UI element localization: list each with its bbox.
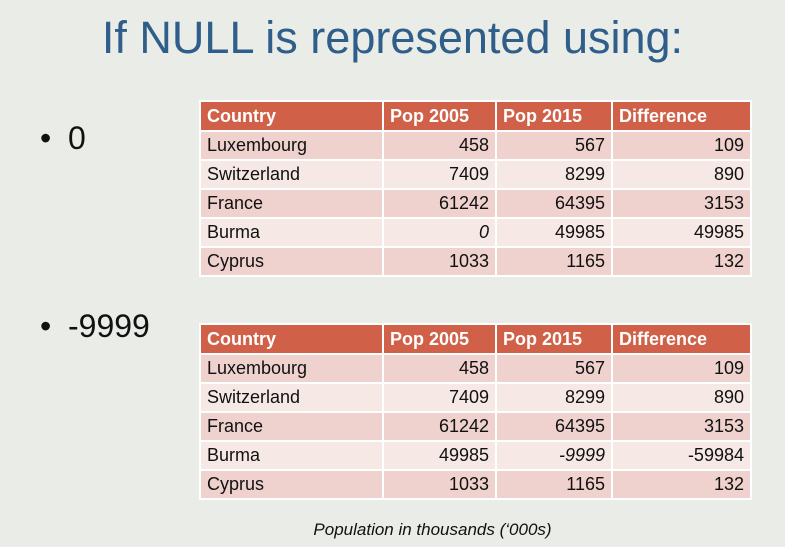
bullet-minus-9999: • -9999 [40,308,150,345]
header-country: Country [199,323,384,355]
cell-difference: 132 [611,246,752,277]
cell-country: Burma [199,217,384,248]
cell-country: Switzerland [199,382,384,413]
table-row: France 61242 64395 3153 [199,411,752,442]
header-pop-2015: Pop 2015 [495,323,613,355]
table-row: Switzerland 7409 8299 890 [199,382,752,413]
cell-pop-2015: 49985 [495,217,613,248]
cell-pop-2015: 64395 [495,411,613,442]
table-caption: Population in thousands (‘000s) [313,520,552,539]
cell-pop-2015: 1165 [495,246,613,277]
table-row: Burma 0 49985 49985 [199,217,752,248]
cell-pop-2005: 1033 [382,469,497,500]
cell-pop-2005-null: 0 [382,217,497,248]
table-header-row: Country Pop 2005 Pop 2015 Difference [199,323,752,355]
cell-difference: -59984 [611,440,752,471]
cell-pop-2005: 7409 [382,159,497,190]
cell-difference: 890 [611,382,752,413]
cell-country: France [199,188,384,219]
cell-pop-2015: 8299 [495,382,613,413]
table-row: Switzerland 7409 8299 890 [199,159,752,190]
cell-difference: 109 [611,130,752,161]
bullet-text: 0 [68,120,86,156]
cell-country: Burma [199,440,384,471]
table-row: Cyprus 1033 1165 132 [199,469,752,500]
cell-pop-2015: 8299 [495,159,613,190]
cell-country: Luxembourg [199,353,384,384]
cell-difference: 49985 [611,217,752,248]
cell-pop-2015: 567 [495,353,613,384]
header-country: Country [199,100,384,132]
cell-country: France [199,411,384,442]
cell-country: Cyprus [199,469,384,500]
table-row: Luxembourg 458 567 109 [199,130,752,161]
table-row: France 61242 64395 3153 [199,188,752,219]
header-pop-2015: Pop 2015 [495,100,613,132]
cell-pop-2015: 567 [495,130,613,161]
cell-pop-2005: 7409 [382,382,497,413]
cell-pop-2015-null: -9999 [495,440,613,471]
cell-difference: 3153 [611,411,752,442]
cell-country: Cyprus [199,246,384,277]
cell-country: Luxembourg [199,130,384,161]
bullet-symbol: • [40,308,52,344]
bullet-zero: • 0 [40,120,86,157]
cell-pop-2005: 458 [382,130,497,161]
cell-pop-2005: 1033 [382,246,497,277]
cell-pop-2005: 61242 [382,188,497,219]
cell-difference: 109 [611,353,752,384]
cell-pop-2015: 64395 [495,188,613,219]
header-pop-2005: Pop 2005 [382,100,497,132]
cell-pop-2005: 458 [382,353,497,384]
table-row: Cyprus 1033 1165 132 [199,246,752,277]
bullet-text: -9999 [68,308,150,344]
table-row: Burma 49985 -9999 -59984 [199,440,752,471]
slide-title: If NULL is represented using: [101,12,684,63]
cell-pop-2015: 1165 [495,469,613,500]
null-as-zero-table: Country Pop 2005 Pop 2015 Difference Lux… [199,100,752,277]
cell-difference: 3153 [611,188,752,219]
null-as-minus-9999-table: Country Pop 2005 Pop 2015 Difference Lux… [199,323,752,500]
table-header-row: Country Pop 2005 Pop 2015 Difference [199,100,752,132]
header-difference: Difference [611,323,752,355]
header-difference: Difference [611,100,752,132]
cell-country: Switzerland [199,159,384,190]
bullet-symbol: • [40,120,52,156]
header-pop-2005: Pop 2005 [382,323,497,355]
cell-pop-2005: 61242 [382,411,497,442]
table-row: Luxembourg 458 567 109 [199,353,752,384]
cell-difference: 890 [611,159,752,190]
cell-difference: 132 [611,469,752,500]
cell-pop-2005: 49985 [382,440,497,471]
